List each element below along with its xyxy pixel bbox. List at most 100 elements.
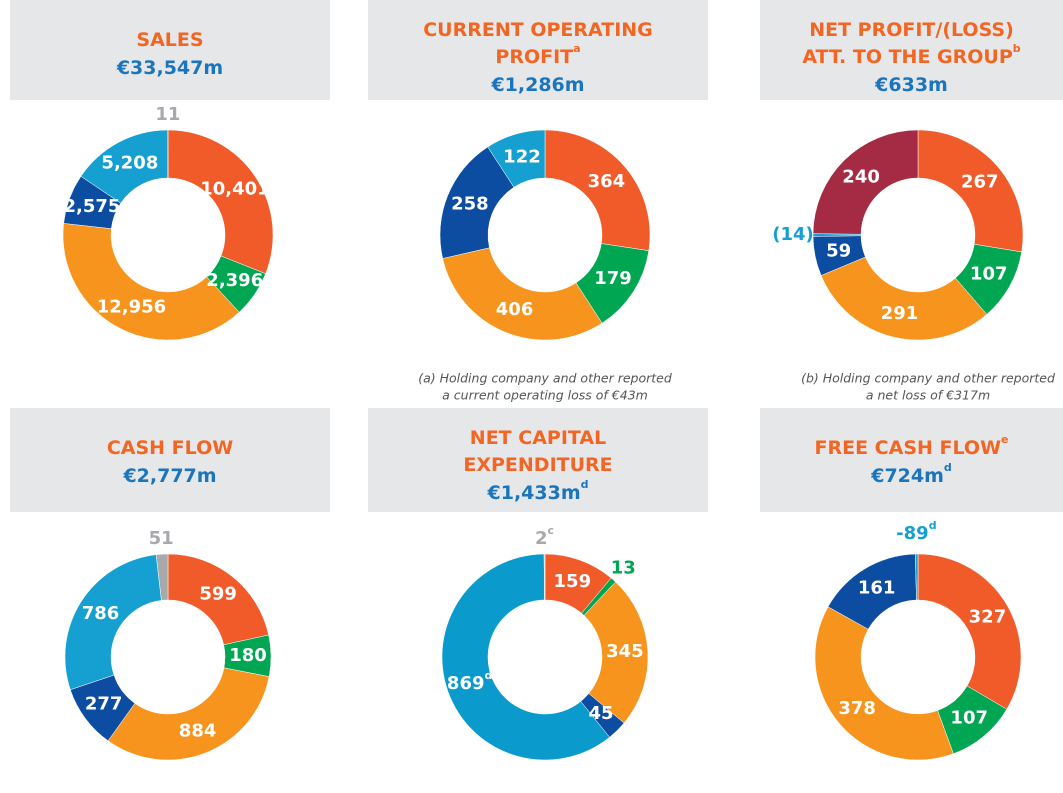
data-label-text: 107 bbox=[970, 264, 1008, 285]
data-label-text: 406 bbox=[496, 299, 534, 320]
data-label: 13 bbox=[611, 558, 636, 579]
data-label: 122 bbox=[503, 146, 541, 167]
data-label-text: 159 bbox=[554, 571, 592, 592]
data-label-text: 869 bbox=[447, 673, 485, 694]
chart-title-text: CURRENT OPERATING bbox=[423, 19, 653, 41]
chart-title-text: PROFIT bbox=[495, 46, 573, 68]
chart-title-superscript: a bbox=[573, 42, 580, 55]
data-label-text: 240 bbox=[842, 166, 880, 187]
data-label-text: 45 bbox=[589, 703, 614, 724]
chart-title-text: CASH FLOW bbox=[107, 437, 233, 459]
data-label-text: 599 bbox=[199, 584, 237, 605]
data-label-text: 786 bbox=[82, 603, 120, 624]
data-label: 12,956 bbox=[97, 296, 166, 317]
data-label-superscript: d bbox=[485, 669, 493, 682]
chart-title-superscript: b bbox=[1013, 42, 1021, 55]
data-label-text: 180 bbox=[229, 645, 267, 666]
data-label: 267 bbox=[961, 172, 999, 193]
data-label-text: 291 bbox=[881, 303, 919, 324]
chart-title: CASH FLOW bbox=[107, 437, 233, 459]
data-label: 107 bbox=[950, 707, 988, 728]
data-label-superscript: c bbox=[547, 524, 554, 537]
header-box bbox=[10, 408, 330, 512]
chart-title-text: ATT. TO THE GROUP bbox=[802, 46, 1013, 68]
chart-title-text: EXPENDITURE bbox=[463, 454, 612, 476]
slice bbox=[917, 553, 1022, 710]
chart-subtitle: €1,286m bbox=[490, 74, 584, 96]
header-box bbox=[760, 0, 1063, 100]
data-label-text: (14) bbox=[772, 224, 814, 245]
data-label: 45 bbox=[589, 703, 614, 724]
donut bbox=[62, 129, 274, 341]
data-label-text: 5,208 bbox=[101, 153, 158, 174]
data-label: 599 bbox=[199, 584, 237, 605]
data-label-text: 364 bbox=[588, 171, 626, 192]
data-label: 277 bbox=[85, 694, 123, 715]
slice bbox=[544, 129, 651, 251]
chart-title-text: FREE CASH FLOW bbox=[814, 437, 1001, 459]
chart-title-superscript: e bbox=[1001, 433, 1008, 446]
slice bbox=[543, 553, 546, 601]
chart-subtitle: €1,433md bbox=[487, 478, 589, 504]
slice bbox=[64, 554, 162, 691]
data-label-text: 59 bbox=[826, 240, 851, 261]
data-label: 406 bbox=[496, 299, 534, 320]
donut bbox=[814, 553, 1022, 761]
chart-subtitle: €33,547m bbox=[116, 57, 223, 79]
data-label: 291 bbox=[881, 303, 919, 324]
data-label-text: 884 bbox=[179, 720, 217, 741]
chart-title: SALES bbox=[136, 29, 203, 51]
chart-subtitle-text: €1,286m bbox=[490, 74, 584, 96]
data-label: 2c bbox=[535, 524, 554, 549]
data-label-text: 277 bbox=[85, 694, 123, 715]
header-box bbox=[368, 0, 708, 100]
slice bbox=[441, 553, 610, 761]
slice bbox=[62, 223, 240, 341]
data-label: 10,401 bbox=[200, 178, 269, 199]
chart-subtitle: €633m bbox=[874, 74, 948, 96]
chart-title: NET CAPITAL bbox=[470, 427, 606, 449]
chart-title: PROFITa bbox=[495, 42, 580, 68]
data-label-text: 12,956 bbox=[97, 296, 166, 317]
data-label-text: 13 bbox=[611, 558, 636, 579]
data-label: 240 bbox=[842, 166, 880, 187]
data-label-superscript: d bbox=[929, 519, 937, 532]
data-label-text: 10,401 bbox=[200, 178, 269, 199]
slice bbox=[915, 553, 919, 601]
data-label: 11 bbox=[155, 104, 180, 125]
donut bbox=[64, 553, 272, 761]
data-label-text: 107 bbox=[950, 707, 988, 728]
data-label: 5,208 bbox=[101, 153, 158, 174]
slice bbox=[583, 581, 649, 724]
data-label: 786 bbox=[82, 603, 120, 624]
data-label-text: -89 bbox=[896, 523, 929, 544]
footnote: (a) Holding company and other reported bbox=[418, 371, 672, 386]
data-label: 59 bbox=[826, 240, 851, 261]
data-label: 180 bbox=[229, 645, 267, 666]
data-label: 107 bbox=[970, 264, 1008, 285]
footnote: (b) Holding company and other reported bbox=[801, 371, 1055, 386]
data-label: 179 bbox=[594, 268, 632, 289]
data-label: 869d bbox=[447, 669, 492, 694]
slice bbox=[442, 247, 603, 341]
chart-subtitle-text: €2,777m bbox=[122, 465, 216, 487]
data-label: 159 bbox=[554, 571, 592, 592]
data-label-text: 51 bbox=[149, 528, 174, 549]
data-label-text: 345 bbox=[606, 641, 644, 662]
slice bbox=[487, 129, 546, 188]
data-label: (14) bbox=[772, 224, 814, 245]
data-label: 51 bbox=[149, 528, 174, 549]
chart-subtitle-text: €33,547m bbox=[116, 57, 223, 79]
footnote: a net loss of €317m bbox=[866, 388, 990, 403]
chart-subtitle-superscript: d bbox=[944, 461, 952, 474]
chart-subtitle-text: €724m bbox=[870, 465, 944, 487]
data-label-text: 11 bbox=[155, 104, 180, 125]
data-label-text: 122 bbox=[503, 146, 541, 167]
chart-subtitle: €724md bbox=[870, 461, 952, 487]
data-label: 884 bbox=[179, 720, 217, 741]
data-label: 345 bbox=[606, 641, 644, 662]
data-label: 364 bbox=[588, 171, 626, 192]
data-label: -89d bbox=[896, 519, 936, 544]
chart-title-text: SALES bbox=[136, 29, 203, 51]
